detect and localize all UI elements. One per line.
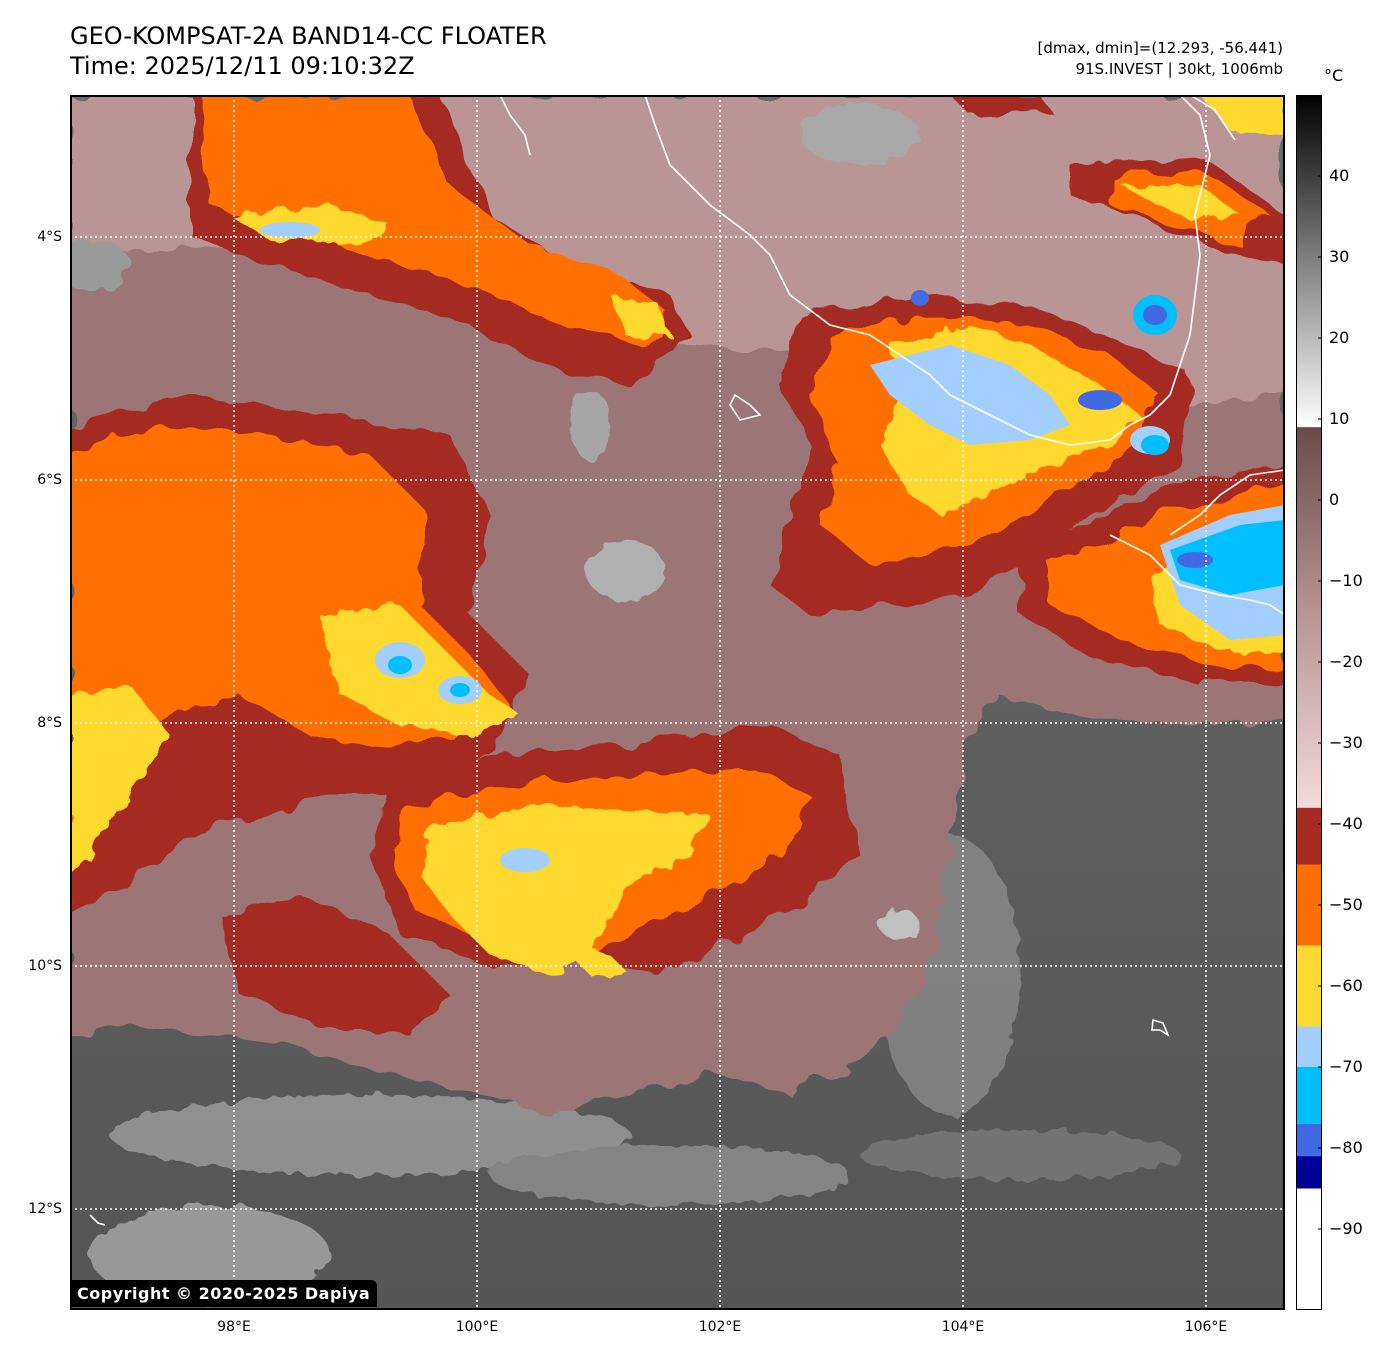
data-range-label: [dmax, dmin]=(12.293, -56.441)	[1037, 39, 1283, 57]
colorbar-tick-label: −20	[1329, 652, 1363, 671]
colorbar-tick-label: 40	[1329, 166, 1350, 185]
map-title: GEO-KOMPSAT-2A BAND14-CC FLOATER	[70, 22, 547, 50]
colorbar-tick-label: −50	[1329, 895, 1363, 914]
colorbar-band	[1296, 864, 1322, 946]
colorbar-tick-label: −80	[1329, 1138, 1363, 1157]
colorbar-tick-label: −70	[1329, 1057, 1363, 1076]
colorbar-gradient-segment	[1296, 95, 1322, 428]
colorbar-tick-label: −60	[1329, 976, 1363, 995]
lat-label-6s: 6°S	[37, 472, 62, 488]
lat-label-8s: 8°S	[37, 715, 62, 731]
lat-label-12s: 12°S	[28, 1201, 62, 1217]
colorbar-band	[1296, 1026, 1322, 1067]
colorbar-tick-label: 20	[1329, 328, 1350, 347]
colorbar-band	[1296, 945, 1322, 1027]
colorbar-unit: °C	[1324, 66, 1344, 85]
storm-info-label: 91S.INVEST | 30kt, 1006mb	[1075, 60, 1283, 78]
coastlines	[89, 95, 1285, 1226]
colorbar-tick-label: 30	[1329, 247, 1350, 266]
colorbar-tick-label: −40	[1329, 814, 1363, 833]
lat-label-10s: 10°S	[28, 958, 62, 974]
colorbar-band	[1296, 1123, 1322, 1157]
colorbar-tick-label: −10	[1329, 571, 1363, 590]
lon-label-98e: 98°E	[217, 1319, 251, 1335]
colorbar-tick-label: 10	[1329, 409, 1350, 428]
colorbar-gradient-segment	[1296, 427, 1322, 808]
map-frame	[70, 95, 1285, 1310]
colorbar	[1296, 95, 1322, 1310]
lon-label-102e: 102°E	[698, 1319, 742, 1335]
low-cloud-streaks	[90, 835, 1180, 1305]
colorbar-tick-label: 0	[1329, 490, 1340, 509]
colorbar-frame	[1296, 95, 1322, 1310]
colorbar-band	[1296, 1156, 1322, 1189]
map-time: Time: 2025/12/11 09:10:32Z	[70, 52, 415, 80]
convective-blue	[388, 290, 1285, 697]
colorbar-tick-label: −30	[1329, 733, 1363, 752]
grey-cloud-patches	[70, 105, 920, 940]
colorbar-band	[1296, 1067, 1322, 1124]
satellite-map	[70, 95, 1285, 1310]
copyright-badge: Copyright © 2020-2025 Dapiya	[70, 1280, 378, 1307]
lon-label-104e: 104°E	[941, 1319, 985, 1335]
colorbar-band	[1296, 1188, 1322, 1310]
colorbar-tick-label: −90	[1329, 1219, 1363, 1238]
colorbar-band	[1296, 807, 1322, 865]
lon-label-100e: 100°E	[455, 1319, 499, 1335]
lon-label-106e: 106°E	[1184, 1319, 1228, 1335]
lat-label-4s: 4°S	[37, 229, 62, 245]
